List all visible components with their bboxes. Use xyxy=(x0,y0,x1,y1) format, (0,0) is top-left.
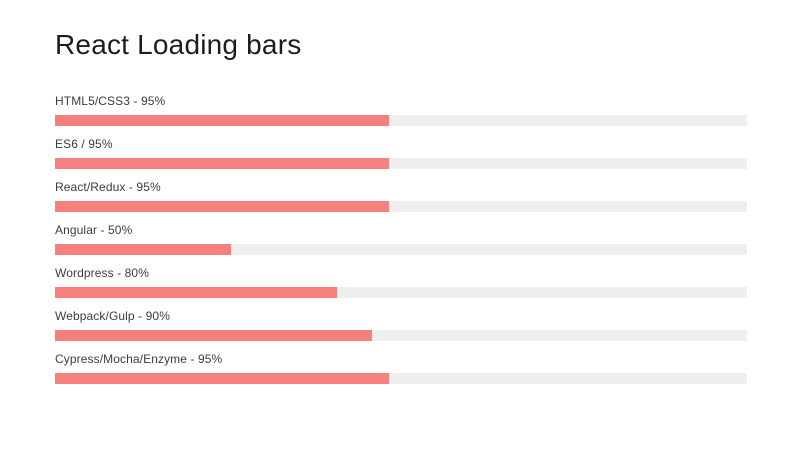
skill-label: Angular - 50% xyxy=(55,223,133,237)
page-title: React Loading bars xyxy=(55,29,302,60)
progress-bar-track xyxy=(55,373,747,384)
skill-row: React/Redux - 95% xyxy=(55,180,747,212)
progress-bar-fill xyxy=(55,287,337,298)
skill-row: Angular - 50% xyxy=(55,223,747,255)
skill-label: Webpack/Gulp - 90% xyxy=(55,309,170,323)
progress-bar-track xyxy=(55,201,747,212)
progress-bar-track xyxy=(55,244,747,255)
progress-bar-fill xyxy=(55,115,390,126)
progress-bar-track xyxy=(55,287,747,298)
skill-row: Webpack/Gulp - 90% xyxy=(55,309,747,341)
progress-bar-track xyxy=(55,115,747,126)
skill-label: Wordpress - 80% xyxy=(55,266,149,280)
progress-bar-fill xyxy=(55,158,390,169)
skill-row: HTML5/CSS3 - 95% xyxy=(55,94,747,126)
skill-row: Cypress/Mocha/Enzyme - 95% xyxy=(55,352,747,384)
progress-bar-track xyxy=(55,158,747,169)
skill-label: ES6 / 95% xyxy=(55,137,113,151)
progress-bar-fill xyxy=(55,373,390,384)
skill-label: HTML5/CSS3 - 95% xyxy=(55,94,166,108)
progress-bar-fill xyxy=(55,330,372,341)
skill-row: ES6 / 95% xyxy=(55,137,747,169)
skill-label: Cypress/Mocha/Enzyme - 95% xyxy=(55,352,223,366)
loading-bars-list: HTML5/CSS3 - 95% ES6 / 95% React/Redux - 9… xyxy=(55,94,747,384)
progress-bar-track xyxy=(55,330,747,341)
skill-label: React/Redux - 95% xyxy=(55,180,161,194)
progress-bar-fill xyxy=(55,201,390,212)
progress-bar-fill xyxy=(55,244,231,255)
skill-row: Wordpress - 80% xyxy=(55,266,747,298)
